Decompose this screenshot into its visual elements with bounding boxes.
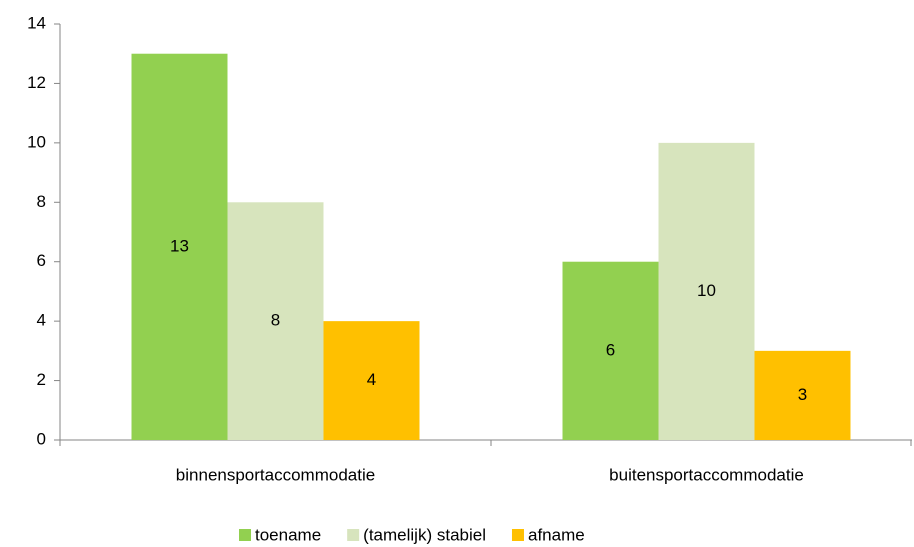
bar: [754, 350, 851, 440]
legend-swatch: [239, 529, 251, 541]
bar: [562, 261, 659, 440]
y-tick-label: 14: [27, 13, 46, 32]
y-tick-label: 12: [27, 73, 46, 92]
legend-label: (tamelijk) stabiel: [363, 525, 486, 544]
y-tick-label: 0: [37, 429, 46, 448]
y-tick-label: 4: [37, 311, 46, 330]
bar: [658, 142, 755, 440]
legend-swatch: [511, 529, 524, 541]
data-label: 10: [697, 281, 716, 300]
bar: [227, 202, 324, 440]
data-label: 13: [170, 236, 189, 255]
bar: [131, 53, 228, 440]
data-label: 6: [606, 340, 615, 359]
bar: [323, 321, 420, 440]
x-tick-label: buitensportaccommodatie: [609, 465, 804, 484]
legend-swatch: [347, 529, 360, 541]
data-label: 3: [798, 385, 807, 404]
legend-label: toename: [255, 525, 321, 544]
y-tick-label: 10: [27, 132, 46, 151]
y-tick-label: 2: [37, 370, 46, 389]
x-tick-label: binnensportaccommodatie: [176, 465, 375, 484]
legend-label: afname: [528, 525, 585, 544]
data-label: 4: [367, 370, 376, 389]
data-label: 8: [271, 311, 280, 330]
y-tick-label: 8: [37, 192, 46, 211]
y-tick-label: 6: [37, 251, 46, 270]
